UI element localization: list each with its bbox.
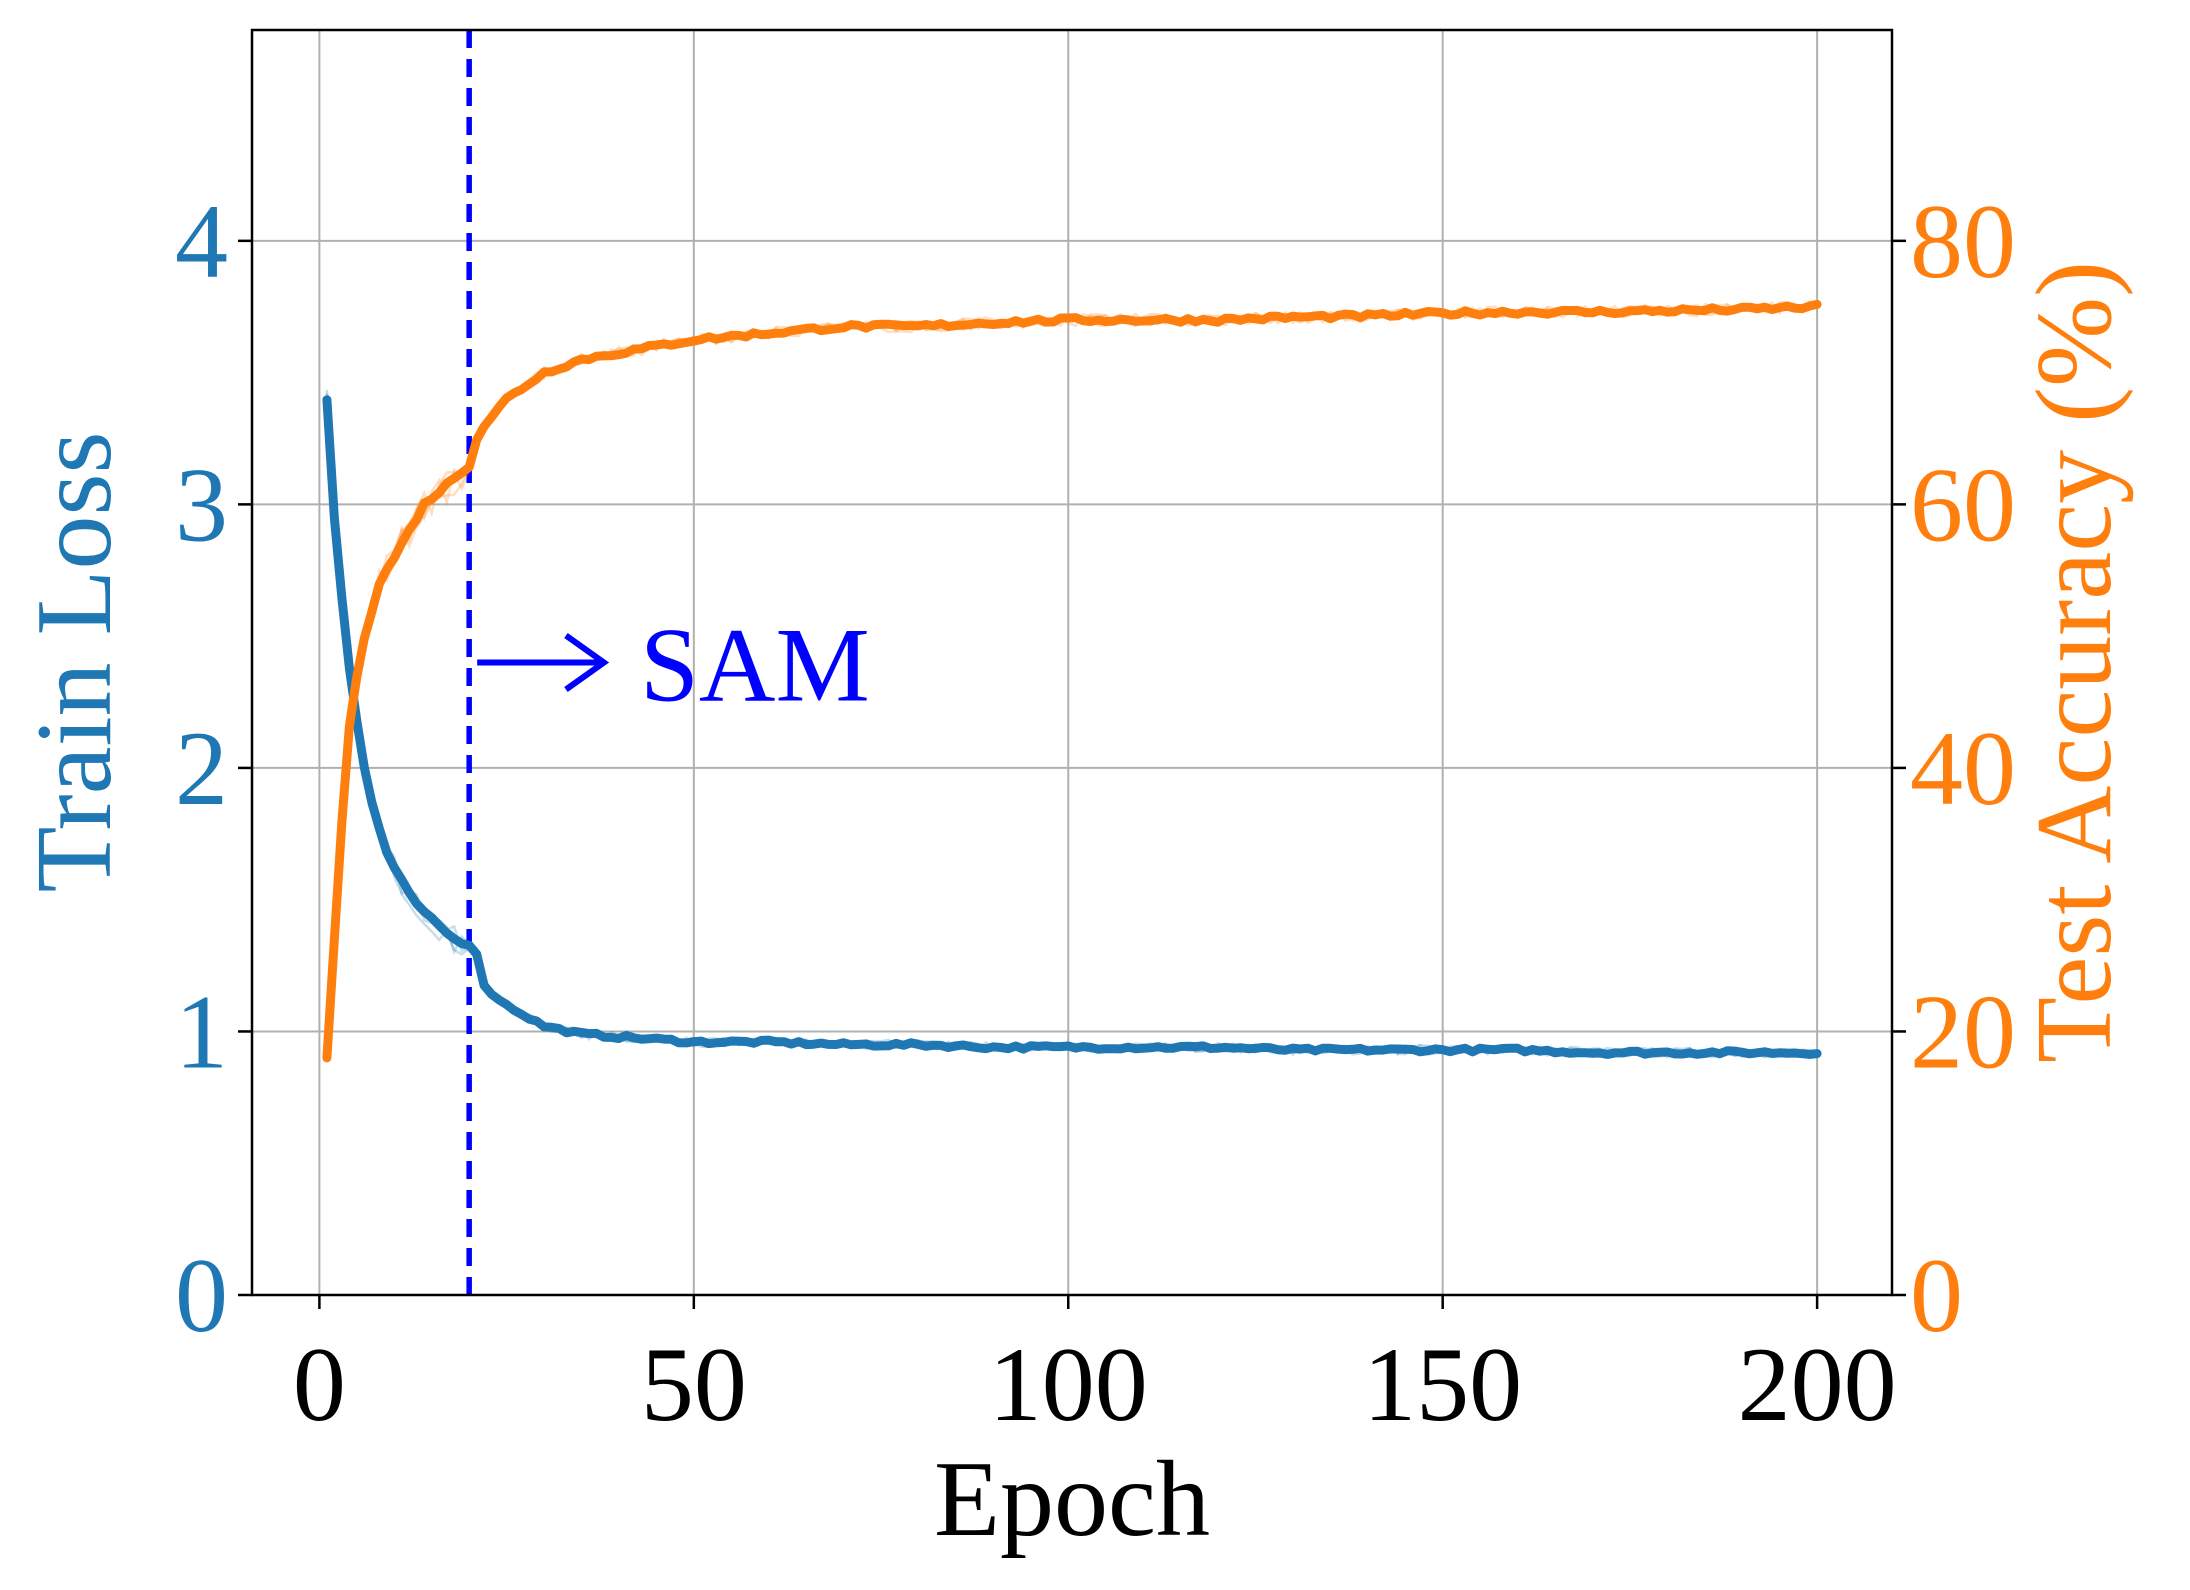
x-tick-label: 100 (989, 1326, 1148, 1443)
x-tick-label: 200 (1738, 1326, 1897, 1443)
sam-arrow-head (564, 633, 610, 692)
train-loss-run-trace (325, 393, 1818, 1059)
series-lines (322, 299, 1822, 1063)
right-y-tick-label: 80 (1910, 183, 2016, 300)
x-axis-title: Epoch (934, 1440, 1210, 1559)
left-y-tick-label: 3 (175, 446, 228, 563)
sam-label: SAM (640, 607, 870, 724)
left-y-tick-label: 2 (175, 710, 228, 827)
test-accuracy-run-trace (325, 302, 1818, 1054)
right-axis-title: Test Accuracy (%) (2015, 261, 2134, 1063)
left-axis-title: Train Loss (15, 431, 134, 892)
left-y-tick-label: 4 (175, 183, 228, 300)
right-y-tick-label: 20 (1910, 973, 2016, 1090)
left-y-tick-label: 0 (175, 1237, 228, 1354)
test-accuracy-run-trace (325, 299, 1818, 1047)
x-tick-label: 150 (1363, 1326, 1522, 1443)
left-y-tick-label: 1 (175, 973, 228, 1090)
right-y-tick-label: 60 (1910, 446, 2016, 563)
right-y-tick-label: 40 (1910, 710, 2016, 827)
train-loss-run-trace (325, 389, 1818, 1059)
x-tick-label: 50 (641, 1326, 747, 1443)
train-loss-run-trace (325, 413, 1818, 1059)
annotations: SAM (466, 30, 870, 1295)
plot-frame (250, 28, 1894, 1297)
test-accuracy-run-trace (325, 300, 1818, 1055)
test-accuracy-line (322, 299, 1822, 1063)
right-y-tick-label: 0 (1910, 1237, 1963, 1354)
x-tick-label: 0 (293, 1326, 346, 1443)
train-loss-line (322, 395, 1822, 1059)
